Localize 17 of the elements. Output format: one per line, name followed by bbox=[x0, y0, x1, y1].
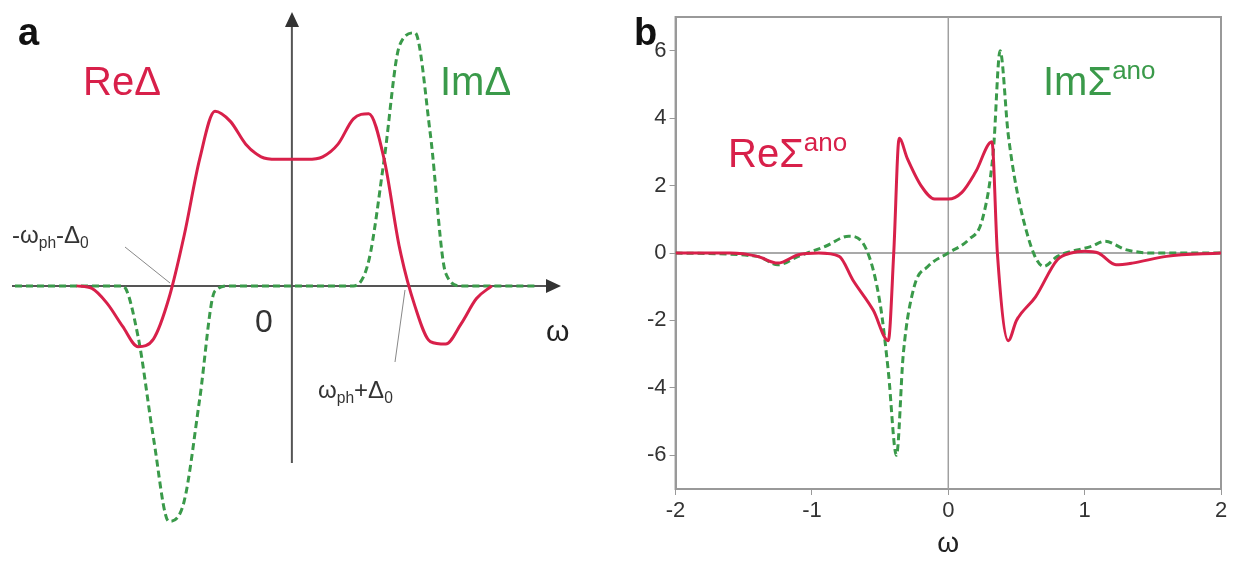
y-tick-label: -6 bbox=[647, 441, 667, 467]
y-tick-label: 2 bbox=[654, 171, 667, 197]
series-label: ImΔ bbox=[440, 59, 512, 103]
x-tick-label: -1 bbox=[802, 497, 822, 523]
annotation: 0 bbox=[255, 303, 273, 339]
x-tick-label: 0 bbox=[942, 497, 955, 523]
y-tick-label: 4 bbox=[654, 104, 667, 130]
x-tick-label: 2 bbox=[1214, 497, 1228, 523]
x-tick-label: 1 bbox=[1078, 497, 1091, 523]
x-axis-title: ω bbox=[546, 313, 570, 347]
x-axis-title: ω bbox=[937, 526, 960, 558]
series-label: ReΔ bbox=[83, 59, 161, 103]
y-tick-label: -2 bbox=[647, 306, 667, 332]
line-series bbox=[675, 136, 1221, 343]
chart-title: a bbox=[18, 11, 40, 53]
y-tick-label: 0 bbox=[654, 239, 667, 265]
y-tick-label: -4 bbox=[647, 373, 667, 399]
